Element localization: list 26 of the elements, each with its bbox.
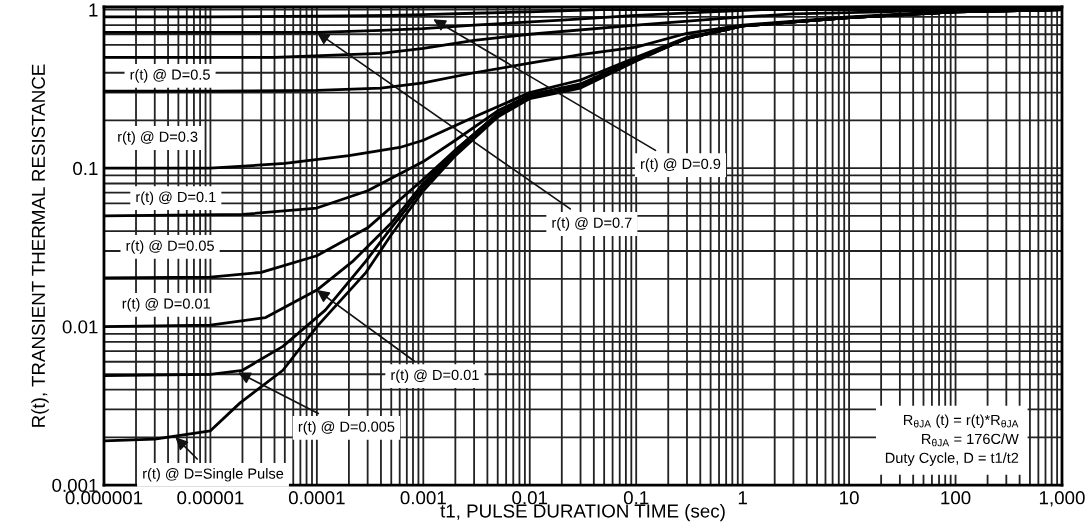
annotation: r(t) @ D=0.9 <box>641 158 721 172</box>
y-tick-label: 0.001 <box>52 478 98 492</box>
x-tick-label: 0.00001 <box>177 491 244 505</box>
y-axis-title: R(t), TRANSIENT THERMAL RESISTANCE <box>31 64 49 427</box>
x-tick-label: 0.000001 <box>65 491 143 505</box>
x-tick-label: 100 <box>941 491 971 505</box>
annotation: r(t) @ D=0.01 <box>391 369 479 383</box>
annotation: r(t) @ D=0.005 <box>298 421 395 435</box>
annotation: r(t) @ D=0.3 <box>118 131 198 145</box>
x-tick-label: 0.1 <box>623 491 649 505</box>
x-tick-label: 1 <box>738 491 747 505</box>
y-tick-label: 0.01 <box>62 320 98 334</box>
x-tick-label: 1,000 <box>1039 491 1085 507</box>
y-tick-label: 1 <box>89 3 98 17</box>
x-tick-label: 0.01 <box>512 491 548 505</box>
text: R$_{θJA}$ (t) = r(t)*R$_{θJA}$ R$_{θJA}$ = 176C/W Duty Cycle, D = t1/t2 <box>885 414 1019 466</box>
y-tick-label: 0.1 <box>73 161 98 176</box>
annotation: r(t) @ D=0.1 <box>136 191 216 205</box>
x-tick-label: 0.0001 <box>288 491 345 505</box>
x-tick-label: 0.001 <box>400 491 446 505</box>
annotation: r(t) @ D=0.01 <box>122 298 211 312</box>
annotation: r(t) @ D=0.7 <box>552 217 632 231</box>
annotation: r(t) @ D=Single Pulse <box>143 468 284 482</box>
annotation: r(t) @ D=0.5 <box>130 69 210 83</box>
annotation: r(t) @ D=0.05 <box>126 240 214 254</box>
x-tick-label: 10 <box>840 491 859 505</box>
